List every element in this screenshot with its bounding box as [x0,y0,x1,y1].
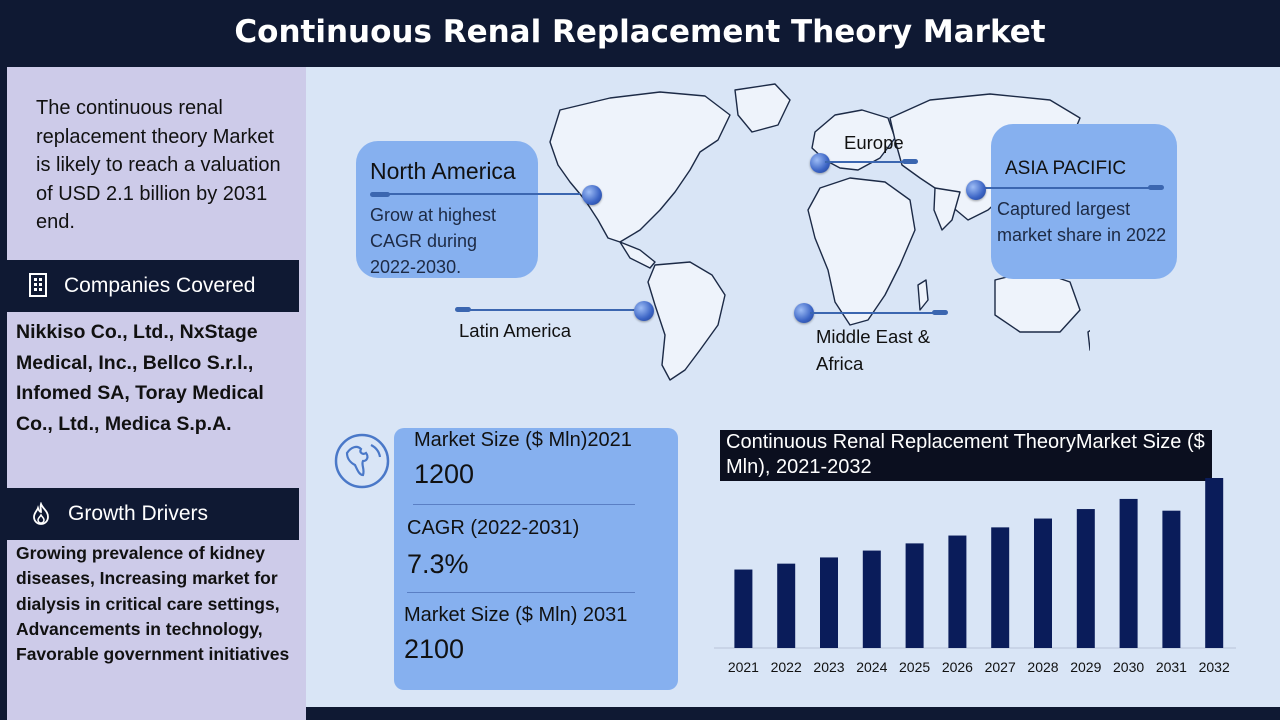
chart-bar-2028 [1034,518,1052,648]
stats-box [394,428,678,690]
europe-marker [810,153,830,173]
companies-heading: Companies Covered [64,274,256,297]
stats-divider-1 [413,504,635,505]
chart-bar-2024 [862,550,881,648]
chart-bar-2023 [820,557,838,648]
companies-header [7,260,299,312]
chart-tick-2032: 2032 [1199,659,1230,675]
drivers-heading: Growth Drivers [68,502,209,525]
asia-pacific-desc: Captured largest market share in 2022 [997,199,1167,245]
asia-pacific-line [985,187,1155,189]
chart-tick-2023: 2023 [813,659,844,675]
chart-bar-2025 [905,543,924,648]
market-size-2021-label: Market Size ($ Mln)2021 [414,429,632,451]
chart-tick-2026: 2026 [942,659,973,675]
drivers-list: Growing prevalence of kidney diseases, I… [16,543,290,665]
chart-bar-2032 [1205,478,1224,648]
chart-bar-2027 [991,527,1010,648]
asia-pacific-box [991,124,1177,279]
chart-bar-2030 [1119,498,1138,648]
europe-label: Europe [844,132,904,153]
asia-pacific-line-cap [1148,185,1164,190]
mea-line-cap [932,310,948,315]
chart-tick-2027: 2027 [985,659,1016,675]
north-america-line [380,193,580,195]
cagr-label: CAGR (2022-2031) [407,517,580,539]
europe-line-cap [902,159,918,164]
market-size-2031-label: Market Size ($ Mln) 2031 [404,604,628,626]
drivers-header [7,488,299,540]
page-title: Continuous Renal Replacement Theory Mark… [234,14,1046,50]
chart-tick-2021: 2021 [728,659,759,675]
chart-title: Continuous Renal Replacement TheoryMarke… [720,430,1212,481]
north-america-title: North America [370,158,516,184]
chart-bar-2029 [1076,509,1095,648]
title-bar [0,0,1280,67]
chart-tick-2028: 2028 [1027,659,1058,675]
asia-pacific-marker [966,180,986,200]
globe-icon [333,431,391,496]
flame-icon [31,501,51,532]
building-icon [28,273,48,303]
cagr-value: 7.3% [407,549,469,579]
latin-america-marker [634,301,654,321]
chart-bar-2022 [777,563,796,648]
market-size-2021-value: 1200 [414,459,475,489]
north-america-marker [582,185,602,205]
mea-label: Middle East & Africa [816,326,931,374]
intro-text: The continuous renal replacement theory … [36,97,281,233]
chart-tick-2024: 2024 [856,659,887,675]
left-panel [7,67,306,720]
chart-tick-2022: 2022 [771,659,802,675]
mea-line [810,312,940,314]
latin-america-label: Latin America [459,320,572,341]
north-america-desc: Grow at highest CAGR during 2022-2030. [370,205,497,277]
bar-chart: 2021 2022 2023 2024 2025 2026 2027 2028 2029 2030… [714,478,1236,675]
market-size-2031-value: 2100 [404,634,465,664]
mea-marker [794,303,814,323]
chart-tick-2029: 2029 [1070,659,1101,675]
companies-list: Nikkiso Co., Ltd., NxStage Medical, Inc.… [16,321,264,435]
north-america-box [356,141,538,278]
chart-tick-2025: 2025 [899,659,930,675]
stats-divider-2 [407,592,635,593]
europe-line [825,161,915,163]
latin-america-line [462,309,642,311]
chart-bar-2026 [948,535,967,648]
chart-bar-2021 [734,569,753,648]
chart-tick-2031: 2031 [1156,659,1187,675]
chart-bar-2031 [1162,510,1181,648]
asia-pacific-title: ASIA PACIFIC [1005,158,1127,179]
bottom-strip [306,707,1280,720]
chart-tick-2030: 2030 [1113,659,1144,675]
